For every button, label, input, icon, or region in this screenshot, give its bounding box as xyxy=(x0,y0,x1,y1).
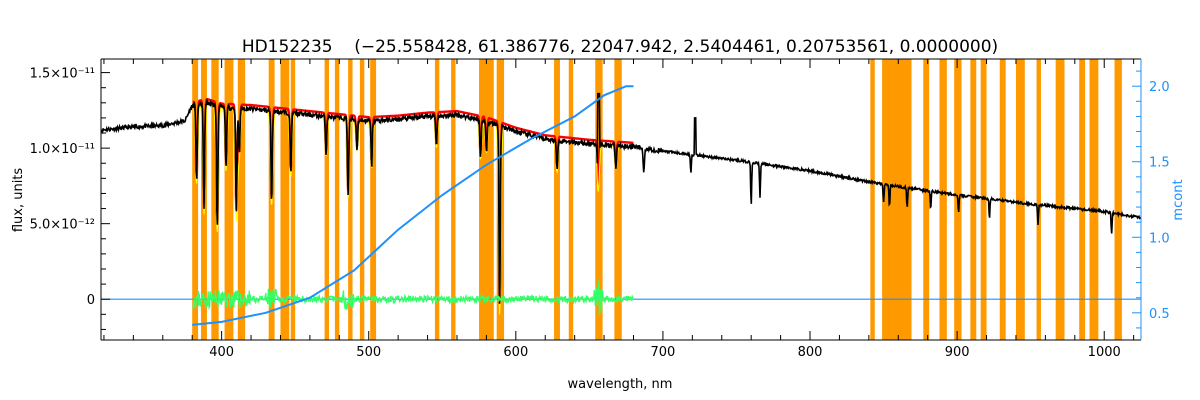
masked-region xyxy=(280,59,290,340)
x-tick-label: 400 xyxy=(209,345,234,360)
masked-region xyxy=(451,59,456,340)
y2-tick-label: 0.5 xyxy=(1149,307,1170,322)
x-axis-label: wavelength, nm xyxy=(568,377,673,392)
x-tick-label: 600 xyxy=(503,345,528,360)
masked-region xyxy=(1055,59,1065,340)
masked-region xyxy=(359,59,365,340)
masked-region xyxy=(1036,59,1041,340)
masked-region xyxy=(334,59,340,340)
masked-region xyxy=(923,59,930,340)
masked-region xyxy=(1015,59,1025,340)
masked-region xyxy=(1089,59,1099,340)
model-core-line xyxy=(192,102,634,315)
y2-tick-label: 1.5 xyxy=(1149,156,1170,171)
y2-tick-label: 2.0 xyxy=(1149,80,1170,95)
title-params: (−25.558428, 61.386776, 22047.942, 2.540… xyxy=(354,37,998,57)
masked-region xyxy=(568,59,574,340)
masked-region xyxy=(939,59,947,340)
masked-region xyxy=(324,59,330,340)
x-tick-label: 800 xyxy=(798,345,823,360)
x-tick-label: 900 xyxy=(945,345,970,360)
y-tick-label: 1.5×10⁻¹¹ xyxy=(30,67,95,82)
masked-region xyxy=(595,59,603,340)
y-tick-label: 5.0×10⁻¹² xyxy=(30,218,95,233)
masked-region xyxy=(614,59,622,340)
y-axis-label: flux, units xyxy=(11,168,26,233)
title-star: HD152235 xyxy=(242,37,333,57)
masked-region xyxy=(224,59,234,340)
masked-region xyxy=(970,59,977,340)
masked-region xyxy=(237,59,246,340)
chart-title: HD152235 (−25.558428, 61.386776, 22047.9… xyxy=(242,37,998,57)
masked-region xyxy=(1114,59,1122,340)
masked-region xyxy=(290,59,296,340)
model-fit-line xyxy=(192,98,634,301)
masked-region xyxy=(370,59,377,340)
mcont-curve xyxy=(192,85,634,326)
y-tick-label: 0 xyxy=(87,293,95,308)
x-tick-label: 1000 xyxy=(1088,345,1121,360)
observed-spectrum xyxy=(101,92,1141,304)
masked-region xyxy=(870,59,875,340)
masked-region xyxy=(348,59,353,340)
masked-region xyxy=(554,59,560,340)
y2-axis-label: mcont xyxy=(1171,179,1186,220)
x-tick-label: 500 xyxy=(356,345,381,360)
y2-tick-label: 1.0 xyxy=(1149,231,1170,246)
masked-region xyxy=(211,59,219,340)
x-tick-label: 700 xyxy=(651,345,676,360)
y-tick-label: 1.0×10⁻¹¹ xyxy=(30,142,95,157)
model-fit-group xyxy=(192,98,634,315)
residuals-line xyxy=(192,280,635,316)
masked-region xyxy=(192,59,199,340)
masked-region xyxy=(1079,59,1086,340)
